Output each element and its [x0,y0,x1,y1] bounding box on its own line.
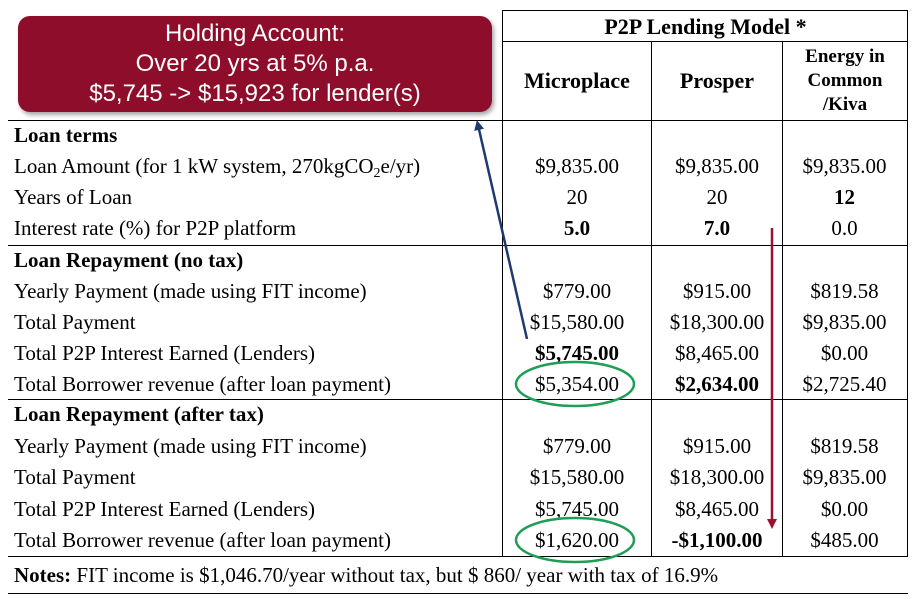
cell-yearly-kiva: $819.58 [810,279,879,303]
cell-years-microplace: 20 [566,185,588,209]
cell-borrower-revenue-tax-prosper: -$1,100.00 [671,528,763,552]
top-border [503,10,908,11]
col-header-microplace: Microplace [524,68,630,93]
cell-loan-amount-kiva: $9,835.00 [802,154,887,178]
cell-total-payment-tax-kiva: $9,835.00 [802,465,887,489]
cell-total-payment-tax-microplace: $15,580.00 [529,465,625,489]
notes-text: FIT income is $1,046.70/year without tax… [71,563,719,587]
row-label-total-payment-tax: Total Payment [14,465,136,489]
col-header-prosper: Prosper [679,68,755,93]
row-label-yearly-payment: Yearly Payment (made using FIT income) [14,279,367,303]
col-header-energy-in-common-kiva: Energy in Common /Kiva [783,45,907,117]
col-divider-label [502,10,503,556]
cell-total-payment-prosper: $18,300.00 [669,310,765,334]
row-label-text: Loan Amount (for 1 kW system, 270kgCO [14,154,374,178]
row-label-yearly-payment-tax: Yearly Payment (made using FIT income) [14,434,367,458]
cell-loan-amount-microplace: $9,835.00 [535,154,619,178]
col-header-line: Common [807,70,883,91]
notes-prefix: Notes: [14,563,72,587]
row-label-total-payment: Total Payment [14,310,136,334]
green-ellipse-no-tax [514,360,636,408]
col-header-line: /Kiva [822,94,868,115]
cell-interest-earned-tax-prosper: $8,465.00 [675,497,759,521]
cell-yearly-prosper: $915.00 [682,279,752,303]
cell-borrower-revenue-microplace: $5,354.00 [535,372,619,396]
col-divider-1 [651,41,652,556]
row-label-loan-amount: Loan Amount (for 1 kW system, 270kgCO2e/… [14,154,420,186]
cell-interest-microplace: 5.0 [563,216,591,240]
cell-interest-earned-kiva: $0.00 [820,341,869,365]
cell-interest-prosper: 7.0 [703,216,731,240]
callout-line-2: Over 20 yrs at 5% p.a. [135,50,375,77]
callout-line-1: Holding Account: [164,20,346,47]
cell-interest-kiva: 0.0 [831,216,858,240]
cell-yearly-tax-microplace: $779.00 [542,434,612,458]
holding-account-callout: Holding Account: Over 20 yrs at 5% p.a. … [18,16,492,112]
row-label-borrower-revenue: Total Borrower revenue (after loan payme… [14,372,391,396]
cell-total-payment-kiva: $9,835.00 [802,310,887,334]
blue-arrow [474,120,529,340]
section-title-repayment-after-tax: Loan Repayment (after tax) [14,402,264,426]
cell-interest-earned-prosper: $8,465.00 [675,341,759,365]
cell-loan-amount-prosper: $9,835.00 [675,154,759,178]
table-right-border [907,10,908,556]
row-label-borrower-revenue-tax: Total Borrower revenue (after loan payme… [14,528,391,552]
notes-bottom-border [8,593,908,594]
cell-yearly-tax-prosper: $915.00 [682,434,752,458]
cell-total-payment-tax-prosper: $18,300.00 [669,465,765,489]
row-label-text-after: e/yr) [380,154,421,178]
cell-total-payment-microplace: $15,580.00 [529,310,625,334]
row-label-years-of-loan: Years of Loan [14,185,133,209]
section-title-repayment-no-tax: Loan Repayment (no tax) [14,248,244,272]
cell-interest-earned-tax-kiva: $0.00 [820,497,869,521]
cell-years-prosper: 20 [706,185,728,209]
cell-yearly-microplace: $779.00 [542,279,612,303]
notes-top-border [8,556,908,557]
subheader-border [503,41,908,42]
cell-years-kiva: 12 [834,185,855,209]
cell-borrower-revenue-prosper: $2,634.00 [675,372,759,396]
callout-line-3: $5,745 -> $15,923 for lender(s) [89,80,421,107]
green-ellipse-after-tax [514,516,636,564]
header-bottom-border [8,120,908,121]
cell-borrower-revenue-tax-microplace: $1,620.00 [535,528,619,552]
cell-borrower-revenue-kiva: $2,725.40 [802,372,887,396]
col-header-line: Energy in [805,46,885,67]
notes: Notes: FIT income is $1,046.70/year with… [14,563,718,587]
section-divider-1 [8,245,908,246]
cell-borrower-revenue-tax-kiva: $485.00 [810,528,879,552]
section-divider-2 [8,399,908,400]
row-label-subscript: 2 [373,166,381,181]
col-divider-2 [782,41,783,556]
cell-yearly-tax-kiva: $819.58 [810,434,879,458]
model-title: P2P Lending Model * [604,14,807,39]
section-title-loan-terms: Loan terms [14,123,118,147]
row-label-interest-earned: Total P2P Interest Earned (Lenders) [14,341,315,365]
row-label-interest-rate: Interest rate (%) for P2P platform [14,216,297,240]
row-label-interest-earned-tax: Total P2P Interest Earned (Lenders) [14,497,315,521]
